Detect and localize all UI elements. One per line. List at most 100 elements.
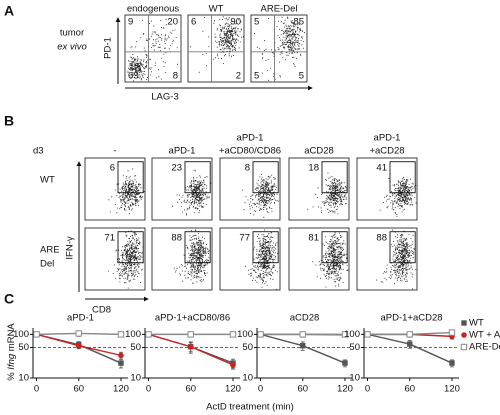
- plot-frame: [124, 14, 182, 83]
- x-tick-label: 120: [444, 384, 460, 395]
- quadrant-value: 8: [173, 71, 178, 82]
- quadrant-value: 9: [128, 17, 133, 28]
- data-point: [118, 352, 124, 359]
- column-header: +aCD80/CD86: [219, 146, 281, 157]
- data-point: [257, 331, 264, 338]
- data-point: [341, 331, 349, 338]
- y-tick-label: 100: [344, 329, 360, 340]
- plot-frame: [356, 227, 418, 291]
- y-tick-label: 10: [349, 373, 360, 384]
- y-tick-label: 100: [125, 329, 141, 340]
- plot-frame: [84, 157, 146, 221]
- y-axis-label-part: mRNA: [6, 323, 17, 352]
- quadrant-value: 63: [128, 71, 139, 82]
- dot-cloud: [190, 16, 244, 73]
- column-header: +aCD28: [369, 146, 404, 157]
- data-point: [407, 341, 413, 347]
- plot-frame: [84, 227, 146, 291]
- data-point: [187, 343, 194, 350]
- legend-label: ARE-Del: [469, 342, 500, 353]
- panel-label: A: [4, 3, 14, 19]
- dot-cloud: [127, 18, 178, 82]
- plot-frame: [187, 14, 245, 83]
- x-tick-label: 0: [146, 384, 151, 395]
- data-point: [364, 331, 371, 338]
- y-tick-label: 10: [18, 373, 29, 384]
- column-header: aCD28: [304, 146, 334, 157]
- dot-cloud: [173, 229, 210, 284]
- gate: [389, 161, 416, 194]
- column-header: aPD-1: [237, 133, 264, 144]
- gate-value: 81: [308, 233, 319, 244]
- gate-value: 18: [308, 163, 319, 174]
- column-header: aPD-1: [169, 146, 196, 157]
- data-point: [117, 331, 125, 338]
- row-label: ex vivo: [57, 42, 87, 53]
- gate-value: 23: [171, 163, 182, 174]
- gate: [117, 161, 144, 194]
- column-header: -: [113, 146, 116, 157]
- gate: [184, 231, 211, 264]
- gate-value: 6: [110, 163, 115, 174]
- gate: [252, 161, 279, 194]
- plot-title: endogenous: [127, 4, 180, 15]
- gate: [321, 161, 348, 194]
- data-point: [406, 331, 413, 338]
- plot-title: WT: [209, 4, 224, 15]
- y-tick-label: 10: [130, 373, 141, 384]
- x-tick-label: 0: [258, 384, 263, 395]
- panel-label: C: [4, 291, 14, 307]
- column-header: aPD-1: [374, 133, 401, 144]
- x-tick-label: 60: [297, 384, 308, 395]
- y-tick-label: 100: [13, 329, 29, 340]
- y-tick-label: 50: [349, 342, 360, 353]
- legend-marker: [461, 320, 467, 326]
- condition-label: d3: [33, 146, 44, 157]
- dot-cloud: [379, 177, 417, 217]
- row-label: ARE: [40, 245, 60, 256]
- dot-cloud: [312, 232, 349, 288]
- gate: [389, 231, 416, 264]
- y-axis-label: % Ifng mRNA: [6, 323, 17, 381]
- quadrant-value: 90: [230, 17, 241, 28]
- gate-value: 88: [171, 233, 182, 244]
- gate-value: 8: [245, 163, 250, 174]
- data-point: [342, 360, 348, 366]
- row-label: Del: [40, 259, 54, 270]
- data-point: [75, 342, 82, 349]
- y-axis-label-part: Ifng: [6, 353, 17, 370]
- quadrant-value: 5: [254, 17, 259, 28]
- dot-cloud: [254, 16, 305, 81]
- row-label: tumor: [60, 28, 84, 39]
- gate-value: 88: [376, 233, 387, 244]
- data-point: [230, 362, 236, 368]
- x-axis-label: LAG-3: [151, 92, 178, 103]
- dot-cloud: [244, 229, 278, 290]
- plot-frame: [356, 157, 418, 221]
- data-point: [187, 331, 194, 338]
- x-tick-label: 60: [73, 384, 84, 395]
- legend-label: WT + Ab: [469, 330, 500, 341]
- y-tick-label: 10: [242, 373, 253, 384]
- data-point: [299, 331, 306, 338]
- chart-title: aPD-1: [67, 313, 94, 324]
- gate: [321, 231, 348, 264]
- x-tick-label: 0: [34, 384, 39, 395]
- quadrant-value: 5: [254, 71, 259, 82]
- gate-value: 71: [104, 233, 115, 244]
- dot-cloud: [108, 230, 144, 289]
- plot-frame: [219, 157, 281, 221]
- data-point: [75, 330, 82, 337]
- gate: [117, 231, 144, 264]
- dot-cloud: [108, 168, 145, 215]
- x-tick-label: 120: [337, 384, 353, 395]
- quadrant-value: 5: [299, 71, 304, 82]
- series-line: [367, 333, 453, 364]
- data-point: [33, 331, 40, 338]
- x-tick-label: 0: [365, 384, 370, 395]
- dot-cloud: [242, 174, 279, 218]
- y-tick-label: 50: [130, 342, 141, 353]
- legend-label: WT: [469, 318, 484, 329]
- x-tick-label: 120: [113, 384, 129, 395]
- quadrant-value: 6: [191, 17, 196, 28]
